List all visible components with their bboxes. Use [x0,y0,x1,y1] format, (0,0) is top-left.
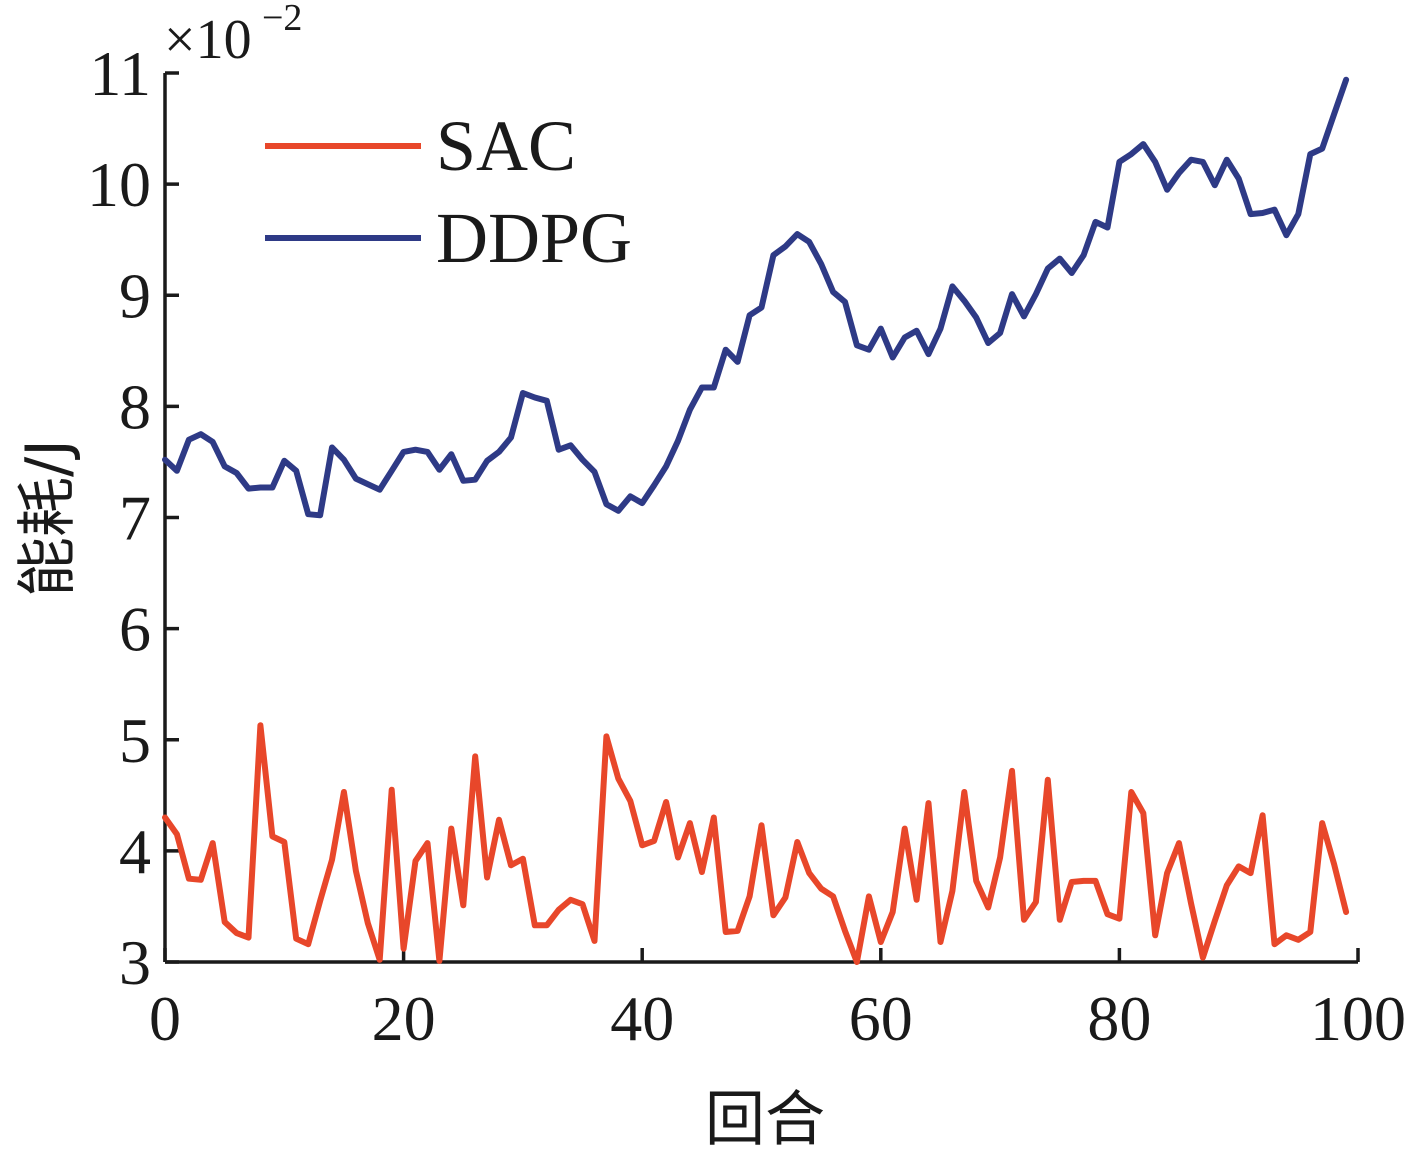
y-tick-label: 7 [119,483,151,554]
x-tick-label: 40 [610,983,674,1054]
legend: SAC DDPG [265,106,632,278]
y-tick-label: 6 [119,594,151,665]
legend-label-ddpg: DDPG [436,198,632,278]
y-axis-title: 能耗/J [13,439,83,597]
y-tick-label: 5 [119,705,151,776]
exponent-base: ×10 [164,9,252,71]
y-tick-label: 8 [119,371,151,442]
exponent-label: ×10 −2 [164,0,302,71]
series-layer [162,76,1350,965]
y-tick-label: 11 [89,38,151,109]
x-axis-ticks: 0 20 40 60 80 100 [149,948,1406,1054]
exponent-power: −2 [262,0,302,39]
y-tick-label: 10 [87,149,151,220]
legend-label-sac: SAC [436,106,576,186]
y-tick-label: 9 [119,260,151,331]
series-line-ddpg [162,76,1350,519]
y-tick-label: 4 [119,816,151,887]
x-tick-label: 80 [1087,983,1151,1054]
x-tick-label: 20 [372,983,436,1054]
y-tick-label: 3 [119,927,151,998]
x-tick-label: 60 [849,983,913,1054]
x-axis-title: 回合 [705,1085,825,1155]
series-line-sac [162,722,1350,965]
y-axis-ticks: 3 4 5 6 7 8 9 10 11 [87,38,179,998]
x-tick-label: 0 [149,983,181,1054]
x-tick-label: 100 [1310,983,1406,1054]
